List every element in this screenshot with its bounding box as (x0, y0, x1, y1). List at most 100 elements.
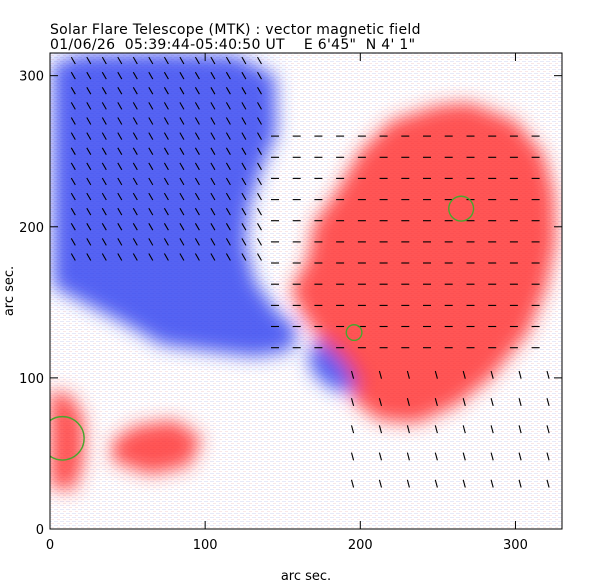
field-vector (179, 238, 185, 246)
field-vector (148, 162, 154, 171)
field-vector (350, 370, 355, 379)
field-vector (179, 207, 185, 216)
subtitle-time: 05:39:44-05:40:50 UT (124, 37, 285, 53)
field-vector (518, 479, 522, 488)
field-vector (257, 238, 262, 246)
field-vector (241, 253, 247, 261)
field-vector (225, 253, 231, 261)
field-vector (70, 56, 76, 65)
field-vector (70, 177, 76, 186)
field-vector (378, 452, 383, 461)
y-tick-label: 100 (19, 372, 44, 387)
field-vector (257, 56, 262, 65)
field-vector (194, 132, 200, 140)
field-vector (117, 71, 123, 80)
field-vector (86, 102, 92, 110)
field-vector (546, 425, 550, 434)
field-vector (70, 238, 76, 246)
field-vector (225, 132, 231, 140)
field-vector (378, 425, 383, 434)
field-vector (70, 253, 76, 261)
field-vector (241, 238, 247, 246)
field-vector (86, 207, 92, 216)
field-vector (163, 162, 169, 171)
field-vector (194, 71, 200, 80)
field-vector (86, 71, 92, 80)
field-vector (117, 102, 123, 110)
field-vector (194, 253, 200, 261)
field-vector (194, 207, 200, 216)
field-vector (101, 147, 107, 155)
sunspot-contour-1 (345, 324, 363, 342)
x-tick-label: 200 (348, 538, 373, 553)
field-vector (210, 147, 216, 155)
field-vector (210, 177, 216, 186)
field-vector (86, 87, 92, 95)
field-vector (163, 87, 169, 95)
field-vector (194, 87, 200, 95)
field-vector (225, 162, 231, 171)
polarity-region-positive-3 (50, 390, 85, 492)
field-vector (194, 192, 200, 201)
field-vector (546, 479, 550, 488)
field-vector (86, 117, 92, 125)
field-vector (434, 370, 438, 379)
field-vector (225, 177, 231, 186)
field-vector (179, 192, 185, 201)
x-axis-label: arc sec. (281, 569, 331, 584)
field-vector (241, 71, 247, 80)
field-vector (406, 479, 410, 488)
field-vector (101, 192, 107, 201)
field-vector (101, 132, 107, 140)
field-vector (148, 238, 154, 246)
field-vector (179, 177, 185, 186)
field-vector (117, 147, 123, 155)
field-vector (132, 238, 138, 246)
field-vector (86, 253, 92, 261)
field-vector (132, 87, 138, 95)
field-vector (148, 147, 154, 155)
field-vector (132, 71, 138, 80)
field-vector (163, 102, 169, 110)
subtitle-position: E 6'45" N 4' 1" (303, 37, 416, 53)
field-vector (210, 223, 216, 231)
field-vector (257, 87, 262, 95)
field-vector (179, 147, 185, 155)
field-vector (101, 87, 107, 95)
field-vector (132, 56, 138, 65)
field-vector (132, 177, 138, 186)
field-vector (117, 192, 123, 201)
field-vector (117, 117, 123, 125)
field-vector (241, 223, 247, 231)
polarity-region-positive-4 (112, 420, 202, 475)
field-vector (163, 223, 169, 231)
field-vector (163, 117, 169, 125)
y-tick-label: 0 (36, 523, 44, 538)
field-vector (148, 71, 154, 80)
field-vector (101, 102, 107, 110)
field-vector (406, 425, 410, 434)
field-vector (179, 71, 185, 80)
field-vector (462, 370, 466, 379)
field-vector (148, 117, 154, 125)
field-vector (546, 398, 550, 407)
field-vector (70, 117, 76, 125)
field-vector (70, 162, 76, 171)
sunspot-contour-2 (50, 415, 85, 461)
field-vector (101, 253, 107, 261)
polarity-region-negative-0 (53, 53, 299, 357)
sunspot-contour-0 (448, 195, 475, 222)
field-vector (546, 452, 550, 461)
field-vector (210, 192, 216, 201)
x-tick-label: 300 (503, 538, 528, 553)
field-vector (257, 223, 262, 231)
field-vector (210, 87, 216, 95)
field-vector (163, 71, 169, 80)
field-vector (257, 162, 262, 171)
field-vector (101, 162, 107, 171)
field-vector (257, 207, 262, 216)
field-vector (179, 132, 185, 140)
field-vector (210, 56, 216, 65)
field-vector (163, 253, 169, 261)
field-vector (225, 87, 231, 95)
